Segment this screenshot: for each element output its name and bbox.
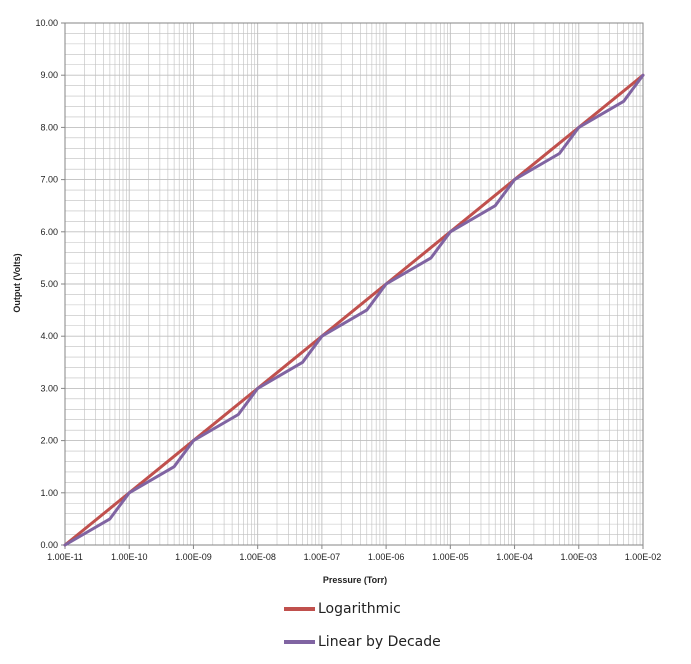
x-tick-label: 1.00E-08: [239, 552, 276, 562]
y-tick-label: 9.00: [40, 70, 58, 80]
y-tick-label: 10.00: [35, 18, 58, 28]
x-axis-title: Pressure (Torr): [323, 575, 387, 585]
y-tick-label: 3.00: [40, 383, 58, 393]
axes: [61, 22, 644, 549]
series-line-logarithmic: [63, 73, 645, 547]
x-tick-label: 1.00E-02: [625, 552, 662, 562]
x-tick-label: 1.00E-11: [47, 552, 83, 562]
legend-item-linear-by-decade: Linear by Decade: [284, 631, 441, 653]
legend-swatch-linear-by-decade: [284, 640, 315, 644]
series-lines: [63, 73, 645, 547]
y-axis-title: Output (Volts): [12, 253, 22, 312]
x-tick-label: 1.00E-04: [496, 552, 533, 562]
legend-swatch-logarithmic: [284, 607, 315, 611]
y-tick-label: 2.00: [40, 436, 58, 446]
legend-label-logarithmic: Logarithmic: [318, 601, 401, 617]
legend-item-logarithmic: Logarithmic: [284, 598, 441, 620]
y-tick-label: 8.00: [40, 122, 58, 132]
y-tick-label: 4.00: [40, 331, 58, 341]
x-tick-label: 1.00E-09: [175, 552, 212, 562]
y-tick-label: 1.00: [40, 488, 58, 498]
y-tick-labels: 0.00 1.00 2.00 3.00 4.00 5.00 6.00 7.00 8.00 9.00…: [35, 18, 58, 550]
grid-lines: [64, 22, 643, 546]
x-tick-labels: 1.00E-11 1.00E-10 1.00E-09 1.00E-08 1.00E-07…: [47, 552, 661, 562]
x-tick-label: 1.00E-05: [432, 552, 469, 562]
y-tick-label: 7.00: [40, 175, 58, 185]
legend-label-linear-by-decade: Linear by Decade: [318, 634, 441, 650]
x-tick-label: 1.00E-07: [304, 552, 341, 562]
x-tick-label: 1.00E-06: [368, 552, 405, 562]
legend: Logarithmic Linear by Decade: [284, 598, 441, 664]
chart-svg: 0.00 1.00 2.00 3.00 4.00 5.00 6.00 7.00 8.00 9.00…: [12, 18, 661, 585]
y-tick-label: 5.00: [40, 279, 58, 289]
y-tick-label: 0.00: [40, 540, 58, 550]
x-tick-label: 1.00E-03: [561, 552, 598, 562]
y-tick-label: 6.00: [40, 227, 58, 237]
series-line-linear-by-decade: [63, 73, 645, 547]
x-tick-label: 1.00E-10: [111, 552, 148, 562]
